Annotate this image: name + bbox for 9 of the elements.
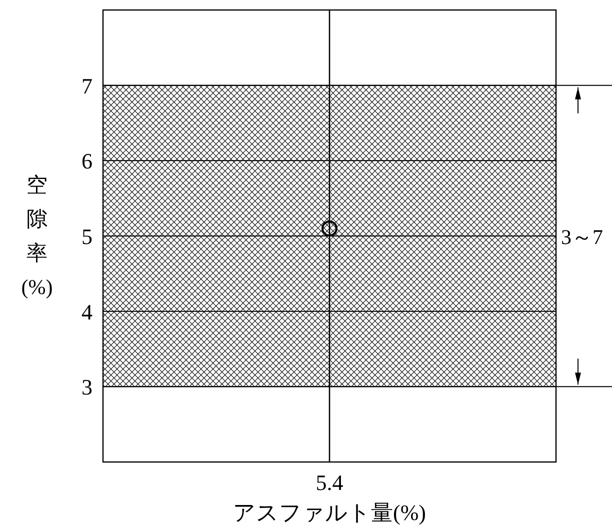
- band-label: 3～7: [561, 225, 603, 249]
- x-tick-label: 5.4: [316, 470, 344, 495]
- y-tick-label: 3: [82, 374, 92, 400]
- y-tick-label: 6: [82, 148, 92, 174]
- y-tick-label: 4: [82, 299, 92, 324]
- y-axis-title: 空隙率(%): [21, 173, 53, 299]
- y-tick-label: 7: [82, 73, 92, 98]
- x-axis-title: アスファルト量(%): [233, 500, 426, 525]
- y-tick-label: 5: [82, 224, 92, 249]
